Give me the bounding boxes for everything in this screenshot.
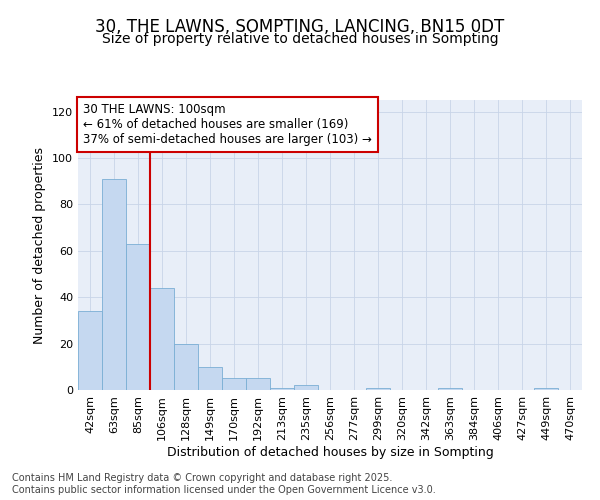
Y-axis label: Number of detached properties: Number of detached properties xyxy=(34,146,46,344)
Bar xyxy=(78,311,102,390)
Text: Size of property relative to detached houses in Sompting: Size of property relative to detached ho… xyxy=(101,32,499,46)
Bar xyxy=(270,388,294,390)
Bar xyxy=(102,179,126,390)
Bar xyxy=(294,386,318,390)
Bar xyxy=(174,344,198,390)
Text: Contains HM Land Registry data © Crown copyright and database right 2025.
Contai: Contains HM Land Registry data © Crown c… xyxy=(12,474,436,495)
Text: 30, THE LAWNS, SOMPTING, LANCING, BN15 0DT: 30, THE LAWNS, SOMPTING, LANCING, BN15 0… xyxy=(95,18,505,36)
Bar xyxy=(366,388,390,390)
Bar xyxy=(246,378,270,390)
Bar xyxy=(438,388,462,390)
Bar xyxy=(198,367,222,390)
Text: 30 THE LAWNS: 100sqm
← 61% of detached houses are smaller (169)
37% of semi-deta: 30 THE LAWNS: 100sqm ← 61% of detached h… xyxy=(83,103,372,146)
Bar xyxy=(150,288,174,390)
X-axis label: Distribution of detached houses by size in Sompting: Distribution of detached houses by size … xyxy=(167,446,493,458)
Bar xyxy=(222,378,246,390)
Bar xyxy=(534,388,558,390)
Bar xyxy=(126,244,150,390)
